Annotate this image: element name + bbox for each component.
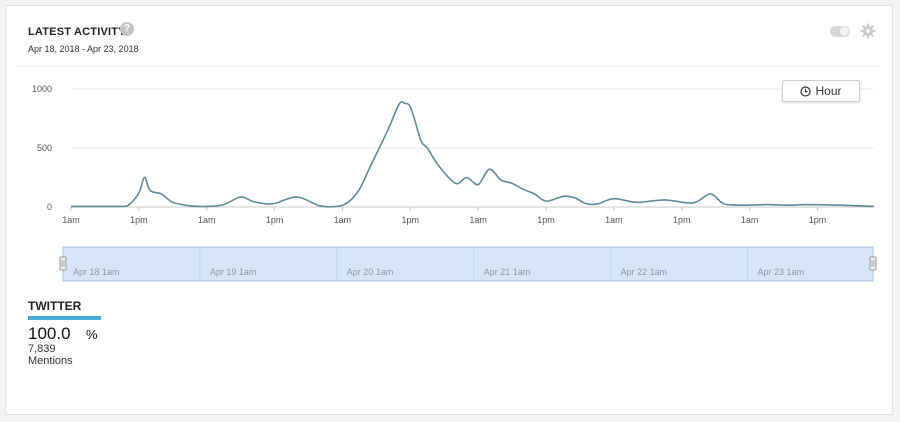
mentions-line — [71, 101, 875, 208]
navigator-selection — [62, 246, 874, 282]
toggle-switch-icon[interactable] — [830, 26, 850, 37]
navigator-label: Apr 21 1am — [484, 267, 531, 277]
navigator-label: Apr 20 1am — [347, 267, 394, 277]
card-title: LATEST ACTIVITY — [28, 26, 126, 38]
hour-button-label: Hour — [815, 84, 842, 98]
x-tick-label: 1am — [605, 215, 623, 225]
x-tick-label: 1pm — [130, 215, 148, 225]
range-navigator[interactable]: Apr 18 1am Apr 19 1am Apr 20 1am Apr 21 1am… — [59, 246, 877, 282]
twitter-accent-bar — [28, 316, 101, 320]
x-tick-label: 1am — [334, 215, 352, 225]
date-range: Apr 18, 2018 - Apr 23, 2018 — [28, 44, 139, 54]
question-circle-icon[interactable]: ? — [120, 22, 134, 36]
header-divider — [18, 66, 878, 67]
share-unit: % — [86, 327, 98, 342]
x-tick-label: 1pm — [402, 215, 420, 225]
x-tick-label: 1pm — [266, 215, 284, 225]
y-tick-label: 0 — [47, 202, 52, 212]
navigator-right-handle[interactable] — [869, 256, 877, 271]
x-tick-label: 1am — [198, 215, 216, 225]
y-tick-label: 500 — [37, 143, 52, 153]
x-tick-label: 1am — [741, 215, 759, 225]
x-tick-label: 1pm — [537, 215, 555, 225]
twitter-label: TWITTER — [28, 299, 82, 313]
x-tick-label: 1pm — [673, 215, 691, 225]
navigator-label: Apr 22 1am — [621, 267, 668, 277]
y-tick-label: 1000 — [32, 84, 52, 94]
mentions-count: 7,839 — [28, 343, 56, 355]
y-axis: 0 500 1000 — [32, 84, 52, 212]
x-tick-label: 1am — [62, 215, 80, 225]
share-value: 100.0 — [28, 324, 71, 343]
navigator-label: Apr 23 1am — [758, 267, 805, 277]
hour-button[interactable]: Hour — [782, 80, 860, 102]
grid-layer — [71, 88, 874, 208]
x-tick-label: 1pm — [809, 215, 827, 225]
x-tick-label: 1am — [469, 215, 487, 225]
latest-activity-card: LATEST ACTIVITY ? Apr 18, 2018 - Apr 23,… — [5, 5, 893, 415]
navigator-label: Apr 18 1am — [73, 267, 120, 277]
mentions-label: Mentions — [28, 355, 73, 367]
clock-icon — [800, 86, 812, 97]
navigator-left-handle[interactable] — [59, 256, 67, 271]
gear-icon[interactable] — [860, 23, 876, 39]
x-axis: 1am 1pm 1am 1pm 1am 1pm 1am 1pm 1am 1pm 1am 1pm — [62, 207, 826, 225]
navigator-label: Apr 19 1am — [210, 267, 257, 277]
